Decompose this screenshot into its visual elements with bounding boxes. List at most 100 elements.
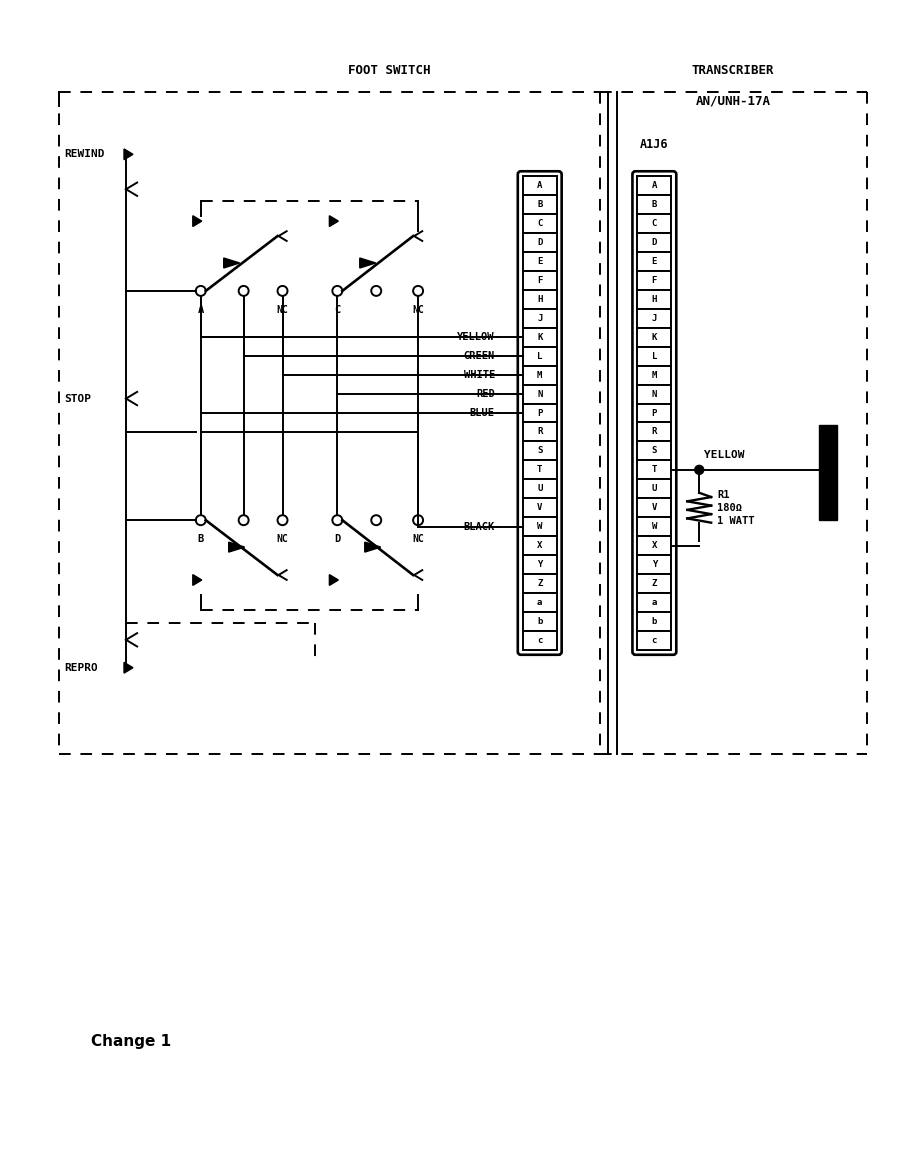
Text: c: c bbox=[652, 636, 657, 644]
Text: M: M bbox=[537, 371, 542, 379]
Text: F: F bbox=[537, 276, 542, 285]
Polygon shape bbox=[192, 215, 201, 227]
Bar bbox=[637, 233, 672, 252]
Text: REWIND: REWIND bbox=[64, 149, 104, 159]
Bar bbox=[523, 252, 556, 271]
Text: C: C bbox=[334, 305, 341, 315]
Text: X: X bbox=[537, 541, 542, 550]
Text: b: b bbox=[652, 616, 657, 626]
Text: N: N bbox=[537, 390, 542, 399]
Text: A: A bbox=[652, 181, 657, 191]
Text: C: C bbox=[652, 219, 657, 228]
Bar bbox=[637, 328, 672, 347]
Bar bbox=[637, 442, 672, 461]
Text: Z: Z bbox=[652, 579, 657, 588]
Text: B: B bbox=[198, 534, 204, 544]
Polygon shape bbox=[224, 258, 240, 267]
Text: STOP: STOP bbox=[64, 393, 91, 404]
Bar bbox=[523, 347, 556, 365]
Bar bbox=[637, 593, 672, 612]
Bar bbox=[523, 177, 556, 195]
Text: J: J bbox=[537, 314, 542, 323]
Text: REPRO: REPRO bbox=[64, 663, 98, 672]
Bar bbox=[637, 271, 672, 290]
Text: a: a bbox=[652, 598, 657, 607]
Text: T: T bbox=[537, 465, 542, 475]
Text: N: N bbox=[652, 390, 657, 399]
Text: S: S bbox=[652, 447, 657, 456]
Text: P: P bbox=[652, 408, 657, 418]
Text: NC: NC bbox=[413, 305, 424, 315]
Text: A1J6: A1J6 bbox=[639, 138, 668, 151]
Bar bbox=[523, 612, 556, 630]
Text: Z: Z bbox=[537, 579, 542, 588]
Bar bbox=[637, 461, 672, 479]
Text: K: K bbox=[652, 333, 657, 342]
Bar bbox=[637, 518, 672, 536]
Text: D: D bbox=[652, 238, 657, 247]
Bar bbox=[637, 290, 672, 309]
Text: Y: Y bbox=[537, 561, 542, 569]
Text: A: A bbox=[537, 181, 542, 191]
Text: L: L bbox=[652, 351, 657, 361]
Bar bbox=[523, 271, 556, 290]
Bar bbox=[523, 442, 556, 461]
Text: A: A bbox=[198, 305, 204, 315]
Text: R: R bbox=[537, 428, 542, 436]
Bar bbox=[819, 424, 837, 520]
Text: b: b bbox=[537, 616, 542, 626]
Text: T: T bbox=[652, 465, 657, 475]
Bar bbox=[637, 214, 672, 233]
Text: U: U bbox=[537, 484, 542, 493]
Bar bbox=[637, 309, 672, 328]
Text: FOOT SWITCH: FOOT SWITCH bbox=[348, 64, 431, 77]
Text: D: D bbox=[334, 534, 341, 544]
Text: D: D bbox=[537, 238, 542, 247]
Text: U: U bbox=[652, 484, 657, 493]
Polygon shape bbox=[228, 542, 245, 552]
Bar bbox=[523, 195, 556, 214]
Text: Change 1: Change 1 bbox=[91, 1034, 171, 1049]
Bar bbox=[637, 479, 672, 498]
Text: BLUE: BLUE bbox=[470, 408, 494, 418]
Text: B: B bbox=[652, 200, 657, 209]
Text: P: P bbox=[537, 408, 542, 418]
Polygon shape bbox=[124, 663, 133, 673]
Bar bbox=[637, 498, 672, 518]
Text: C: C bbox=[537, 219, 542, 228]
Bar bbox=[523, 630, 556, 650]
Text: TRANSCRIBER: TRANSCRIBER bbox=[692, 64, 774, 77]
Text: H: H bbox=[537, 295, 542, 304]
Text: F: F bbox=[652, 276, 657, 285]
Bar bbox=[523, 233, 556, 252]
Bar bbox=[523, 461, 556, 479]
Bar bbox=[637, 612, 672, 630]
Text: L: L bbox=[537, 351, 542, 361]
Polygon shape bbox=[360, 258, 376, 267]
Bar bbox=[523, 214, 556, 233]
Bar bbox=[637, 575, 672, 593]
Text: Y: Y bbox=[652, 561, 657, 569]
Text: NC: NC bbox=[277, 534, 289, 544]
Text: YELLOW: YELLOW bbox=[458, 333, 494, 342]
Text: E: E bbox=[537, 257, 542, 266]
Text: BLACK: BLACK bbox=[464, 522, 494, 531]
Bar bbox=[637, 195, 672, 214]
Circle shape bbox=[695, 465, 704, 475]
Text: GREEN: GREEN bbox=[464, 351, 494, 362]
Bar bbox=[523, 536, 556, 555]
Text: RED: RED bbox=[476, 390, 494, 399]
Bar bbox=[523, 290, 556, 309]
Bar bbox=[637, 385, 672, 404]
Bar bbox=[637, 630, 672, 650]
Bar bbox=[637, 365, 672, 385]
Bar bbox=[637, 536, 672, 555]
Text: W: W bbox=[537, 522, 542, 531]
Bar bbox=[637, 252, 672, 271]
Text: a: a bbox=[537, 598, 542, 607]
Text: R: R bbox=[652, 428, 657, 436]
Text: J: J bbox=[652, 314, 657, 323]
Bar bbox=[523, 328, 556, 347]
Polygon shape bbox=[365, 542, 380, 552]
Text: R1
180Ω
1 WATT: R1 180Ω 1 WATT bbox=[717, 490, 754, 526]
